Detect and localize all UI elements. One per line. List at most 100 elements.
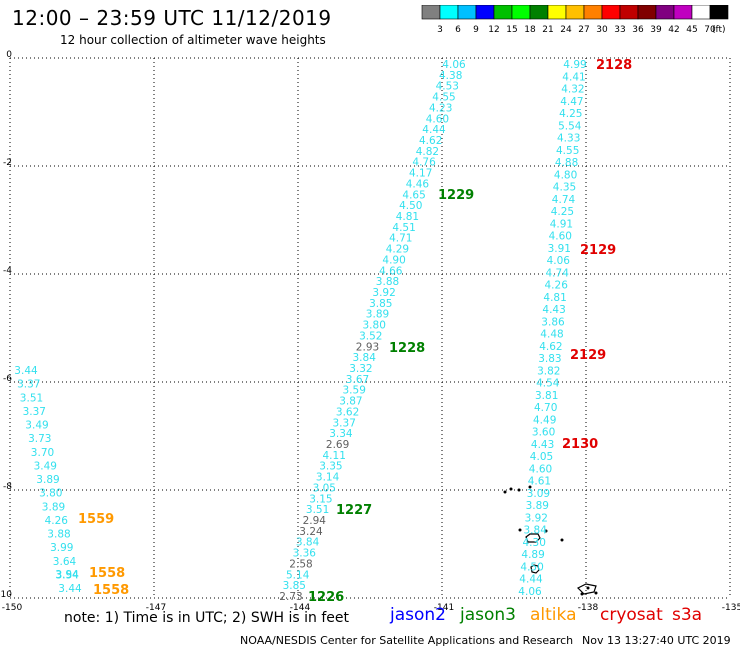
wave-height-value: 3.54 [56,569,80,581]
wave-height-value: 4.25 [551,206,574,218]
wave-height-value: 3.89 [526,500,549,512]
island-dot [517,488,521,492]
wave-height-value: 2.69 [326,439,349,451]
wave-height-value: 4.80 [554,169,577,181]
wave-height-value: 3.85 [283,580,306,592]
pass-time-labels: 2128 1229 2129 1228 2129 2130 1559 1227 1558 1558… [78,58,632,605]
wave-height-value: 2.58 [289,558,312,570]
wave-height-value: 3.89 [366,309,389,321]
wave-height-value: 4.43 [531,439,554,451]
pass-time-label: 2128 [596,58,632,73]
wave-height-value: 3.15 [309,493,332,505]
latitude-label: -8 [3,482,12,492]
wave-height-value: 3.84 [353,352,377,364]
wave-height-value: 3.49 [34,460,57,472]
island-dot [586,586,590,590]
wave-height-value: 3.52 [359,330,382,342]
island-outline [525,533,541,543]
island-outline [576,583,597,595]
wave-height-value: 4.33 [557,133,580,145]
wave-height-value: 4.48 [540,329,563,341]
wave-height-value: 4.25 [559,108,582,120]
wave-height-value: 4.65 [402,189,425,201]
legend-tick-label: 45 [686,25,697,35]
wave-height-value: 3.24 [299,526,323,538]
wave-height-value: 4.38 [439,70,462,82]
satellite-label-jason2: jason2 [390,605,446,625]
legend-tick-label: 33 [614,25,625,35]
wave-height-value: 3.62 [336,406,359,418]
wave-height-value: 4.32 [561,84,584,96]
wave-height-value: 3.35 [319,461,342,473]
latitude-label: -10 [0,590,12,600]
latitude-label: -2 [3,158,12,168]
wave-height-value: 3.37 [333,417,356,429]
wave-height-value: 4.11 [323,450,346,462]
wave-height-value: 4.91 [550,218,573,230]
legend-tick-label: 6 [455,25,461,35]
wave-height-value: 3.91 [548,243,571,255]
wave-height-value: 4.60 [529,463,552,475]
wave-height-value: 4.23 [429,102,452,114]
wave-height-value: 4.74 [552,194,576,206]
axis-labels: 0 -2 -4 -6 -8 -10 -150 -147 -144 -141 -138 -135 [0,50,740,613]
wave-height-value: 5.54 [558,120,582,132]
wave-height-value: 4.99 [563,59,586,71]
wave-height-value: 4.41 [562,71,585,83]
wave-height-value: 4.61 [528,476,551,488]
island-outline [530,564,540,574]
wave-height-value: 4.26 [45,515,69,527]
island-dot [518,528,522,532]
wave-height-value: 3.84 [296,537,320,549]
wave-height-value: 3.09 [527,488,550,500]
wave-height-value: 4.06 [518,586,542,598]
wave-height-value: 4.46 [406,178,430,190]
satellite-label-cryosat: cryosat [600,605,663,625]
wave-height-value: 4.49 [533,414,556,426]
wave-height-value: 4.71 [389,233,412,245]
wave-height-value: 3.89 [36,474,59,486]
wave-height-value: 3.80 [363,320,386,332]
wave-height-value: 3.73 [28,433,51,445]
legend-tick-label: 42 [668,25,679,35]
latitude-label: -6 [3,374,12,384]
wave-height-value: 4.62 [419,135,442,147]
grid-lines [9,57,731,599]
wave-height-value: 3.85 [369,298,392,310]
wave-height-tracks: 4.064.384.534.554.234.604.444.624.824.76… [14,59,586,603]
wave-height-value: 4.06 [442,59,466,71]
legend-tick-label: 18 [524,25,536,35]
island-outlines [503,485,598,596]
wave-height-value: 3.60 [532,427,555,439]
wave-height-value: 3.37 [23,406,46,418]
legend-unit-label: (ft) [712,25,726,35]
wave-height-value: 4.06 [547,255,571,267]
legend-tick-label: 15 [506,25,517,35]
wave-height-value: 4.50 [520,562,543,574]
wave-height-value: 4.05 [530,451,553,463]
wave-height-value: 3.88 [47,529,70,541]
wave-height-value: 4.51 [392,222,415,234]
wave-height-value: 4.50 [399,200,422,212]
wave-height-value: 3.70 [31,447,54,459]
map-subtitle: 12 hour collection of altimeter wave hei… [60,33,326,47]
wave-height-value: 4.74 [546,267,570,279]
wave-height-value: 3.44 [58,583,82,595]
pass-time-label: 1227 [336,503,372,518]
pass-time-label: 1226 [308,590,344,605]
legend-tick-label: 24 [560,25,572,35]
wave-height-value: 3.32 [349,363,372,375]
legend-tick-label: 21 [542,25,553,35]
wave-height-value: 3.05 [313,482,336,494]
legend-tick-label: 3 [437,25,443,35]
island-dot [509,487,513,491]
wave-height-value: 4.43 [542,304,565,316]
wave-height-value: 3.67 [346,374,369,386]
pass-time-label: 1558 [89,566,125,581]
wave-height-value: 4.81 [396,211,419,223]
longitude-label: -150 [2,603,23,613]
longitude-label: -138 [578,603,599,613]
island-dot [544,529,548,533]
wave-height-value: 4.44 [519,574,543,586]
pass-time-label: 1229 [438,188,474,203]
